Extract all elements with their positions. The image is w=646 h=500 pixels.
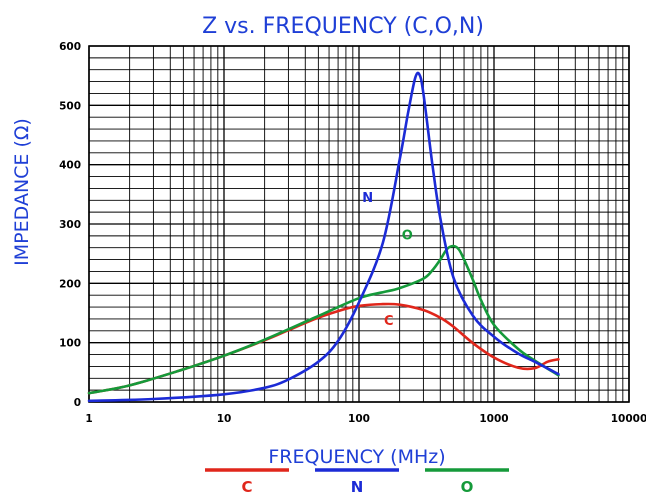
series-label-n: N	[362, 191, 373, 206]
plot-grid	[88, 45, 630, 403]
y-tick-label: 600	[59, 41, 81, 53]
legend-label-o: O	[461, 478, 474, 496]
x-tick-label: 10000	[611, 413, 646, 425]
y-tick-label: 100	[59, 338, 81, 350]
legend-label-c: C	[241, 478, 252, 496]
y-tick-label: 300	[59, 219, 81, 231]
series-label-o: O	[402, 229, 413, 244]
series-layer	[87, 71, 560, 403]
legend-label-n: N	[351, 478, 364, 496]
series-label-c: C	[384, 314, 394, 329]
y-tick-label: 500	[59, 100, 81, 112]
chart-title: Z vs. FREQUENCY (C,O,N)	[202, 14, 484, 39]
x-axis-title: FREQUENCY (MHz)	[268, 446, 445, 468]
series-line-n	[87, 71, 560, 403]
y-axis-title: IMPEDANCE (Ω)	[11, 118, 33, 266]
series-line-o	[87, 244, 560, 395]
x-tick-label: 1	[85, 413, 92, 425]
x-tick-label: 100	[348, 413, 370, 425]
y-tick-label: 400	[59, 160, 81, 172]
x-tick-label: 1000	[479, 413, 508, 425]
x-tick-label: 10	[217, 413, 232, 425]
series-labels: C N O	[362, 191, 413, 329]
tick-labels: 1 10 100 1000 10000 0 100 200 300 400 500 600	[59, 41, 646, 425]
y-tick-label: 200	[59, 278, 81, 290]
y-tick-label: 0	[74, 397, 81, 409]
